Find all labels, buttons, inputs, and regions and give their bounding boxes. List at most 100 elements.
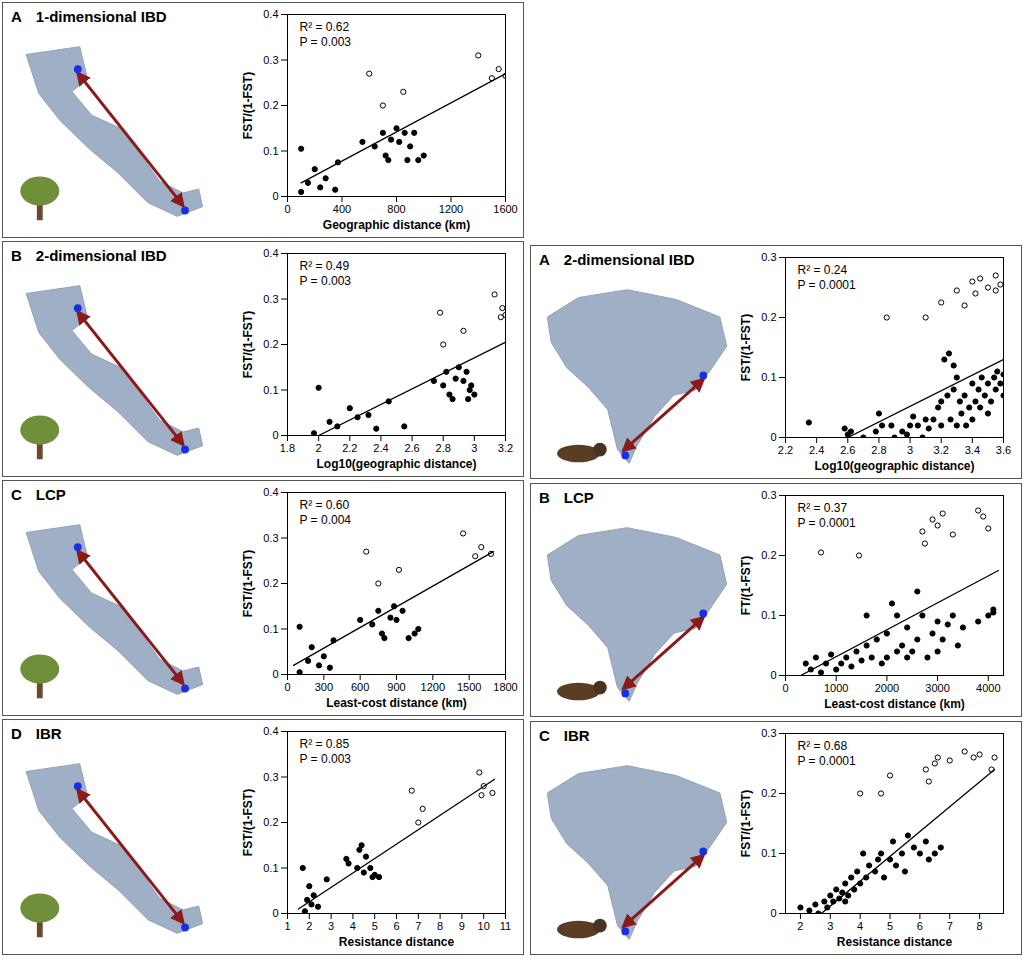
svg-text:2.6: 2.6 <box>840 444 855 456</box>
svg-text:R² = 0.49P = 0.003: R² = 0.49P = 0.003 <box>300 259 352 288</box>
svg-text:0: 0 <box>782 682 788 694</box>
svg-text:R² = 0.62P = 0.003: R² = 0.62P = 0.003 <box>300 20 352 49</box>
svg-text:11: 11 <box>500 920 511 932</box>
svg-text:4000: 4000 <box>976 682 1000 694</box>
svg-text:4: 4 <box>857 920 863 932</box>
svg-text:300: 300 <box>315 681 333 693</box>
svg-text:1200: 1200 <box>439 203 463 215</box>
svg-text:5: 5 <box>372 920 378 932</box>
svg-text:0.1: 0.1 <box>263 145 278 157</box>
svg-text:1200: 1200 <box>421 681 445 693</box>
svg-text:0.3: 0.3 <box>263 54 278 66</box>
svg-text:FST/(1-FST): FST/(1-FST) <box>241 789 255 856</box>
svg-text:0.3: 0.3 <box>263 771 278 783</box>
svg-text:Geographic distance (km): Geographic distance (km) <box>323 218 470 232</box>
svg-text:0.2: 0.2 <box>263 338 278 350</box>
svg-text:0.3: 0.3 <box>263 293 278 305</box>
svg-text:FST/(1-FST): FST/(1-FST) <box>241 550 255 617</box>
svg-text:Log10(geographic distance): Log10(geographic distance) <box>814 459 974 473</box>
svg-text:800: 800 <box>387 203 405 215</box>
svg-text:6: 6 <box>917 920 923 932</box>
svg-text:2.4: 2.4 <box>809 444 824 456</box>
svg-text:3.6: 3.6 <box>996 444 1011 456</box>
svg-text:3: 3 <box>827 920 833 932</box>
svg-text:10: 10 <box>478 920 490 932</box>
svg-text:2.2: 2.2 <box>778 444 793 456</box>
svg-text:0: 0 <box>272 429 278 441</box>
svg-text:400: 400 <box>333 203 351 215</box>
svg-text:0.1: 0.1 <box>761 847 776 859</box>
svg-text:3.2: 3.2 <box>934 444 949 456</box>
svg-text:R² = 0.85P = 0.003: R² = 0.85P = 0.003 <box>300 737 352 766</box>
svg-text:2.2: 2.2 <box>342 442 357 454</box>
svg-text:0: 0 <box>284 203 290 215</box>
svg-text:FST/(1-FST): FST/(1-FST) <box>739 314 753 381</box>
svg-text:0.3: 0.3 <box>263 532 278 544</box>
svg-text:0.3: 0.3 <box>761 251 776 263</box>
svg-text:2.4: 2.4 <box>373 442 388 454</box>
svg-text:FST/(1-FST): FST/(1-FST) <box>241 311 255 378</box>
svg-text:3000: 3000 <box>925 682 949 694</box>
svg-text:1.8: 1.8 <box>280 442 295 454</box>
svg-text:0.4: 0.4 <box>263 247 278 259</box>
svg-text:R² = 0.37P = 0.0001: R² = 0.37P = 0.0001 <box>798 501 856 530</box>
svg-text:FT/(1-FST): FT/(1-FST) <box>739 556 753 615</box>
svg-text:Resistance distance: Resistance distance <box>339 935 455 949</box>
svg-text:0.3: 0.3 <box>761 727 776 739</box>
svg-text:1600: 1600 <box>493 203 517 215</box>
svg-text:0.1: 0.1 <box>761 609 776 621</box>
svg-text:0.4: 0.4 <box>263 8 278 20</box>
svg-text:Log10(geographic distance): Log10(geographic distance) <box>316 457 476 471</box>
svg-text:3: 3 <box>907 444 913 456</box>
svg-text:Least-cost distance (km): Least-cost distance (km) <box>824 697 965 711</box>
svg-text:0.1: 0.1 <box>263 862 278 874</box>
svg-text:2: 2 <box>316 442 322 454</box>
svg-text:0: 0 <box>272 190 278 202</box>
svg-text:0.1: 0.1 <box>263 623 278 635</box>
svg-text:0.2: 0.2 <box>263 816 278 828</box>
svg-text:FST/(1-FST): FST/(1-FST) <box>739 790 753 857</box>
svg-text:3.4: 3.4 <box>965 444 980 456</box>
svg-text:0.1: 0.1 <box>761 371 776 383</box>
svg-text:2000: 2000 <box>875 682 899 694</box>
svg-text:1000: 1000 <box>824 682 848 694</box>
svg-text:Resistance distance: Resistance distance <box>837 935 953 949</box>
svg-text:4: 4 <box>350 920 356 932</box>
svg-text:9: 9 <box>459 920 465 932</box>
svg-text:600: 600 <box>351 681 369 693</box>
svg-text:0.2: 0.2 <box>761 311 776 323</box>
svg-text:1800: 1800 <box>493 681 517 693</box>
svg-text:0.1: 0.1 <box>263 384 278 396</box>
svg-text:1500: 1500 <box>457 681 481 693</box>
svg-text:7: 7 <box>415 920 421 932</box>
svg-text:3.2: 3.2 <box>498 442 513 454</box>
svg-text:900: 900 <box>387 681 405 693</box>
svg-text:0.2: 0.2 <box>263 99 278 111</box>
svg-text:0: 0 <box>272 668 278 680</box>
svg-text:0: 0 <box>770 669 776 681</box>
svg-text:R² = 0.24P = 0.0001: R² = 0.24P = 0.0001 <box>798 263 856 292</box>
svg-text:6: 6 <box>393 920 399 932</box>
svg-text:2.8: 2.8 <box>871 444 886 456</box>
svg-text:R² = 0.68P = 0.0001: R² = 0.68P = 0.0001 <box>798 739 856 768</box>
svg-text:0: 0 <box>284 681 290 693</box>
svg-text:3: 3 <box>328 920 334 932</box>
svg-text:0.2: 0.2 <box>263 577 278 589</box>
svg-text:2: 2 <box>797 920 803 932</box>
svg-text:2: 2 <box>306 920 312 932</box>
svg-text:0.2: 0.2 <box>761 549 776 561</box>
svg-text:1: 1 <box>284 920 290 932</box>
svg-text:7: 7 <box>947 920 953 932</box>
svg-text:0.3: 0.3 <box>761 489 776 501</box>
svg-text:0: 0 <box>770 431 776 443</box>
svg-text:5: 5 <box>887 920 893 932</box>
svg-text:R² = 0.60P = 0.004: R² = 0.60P = 0.004 <box>300 498 352 527</box>
svg-text:FST/(1-FST): FST/(1-FST) <box>241 72 255 139</box>
svg-text:0.4: 0.4 <box>263 725 278 737</box>
svg-text:0.2: 0.2 <box>761 787 776 799</box>
svg-text:8: 8 <box>437 920 443 932</box>
svg-text:0: 0 <box>272 907 278 919</box>
svg-text:0.4: 0.4 <box>263 486 278 498</box>
svg-text:3: 3 <box>471 442 477 454</box>
svg-text:0: 0 <box>770 907 776 919</box>
